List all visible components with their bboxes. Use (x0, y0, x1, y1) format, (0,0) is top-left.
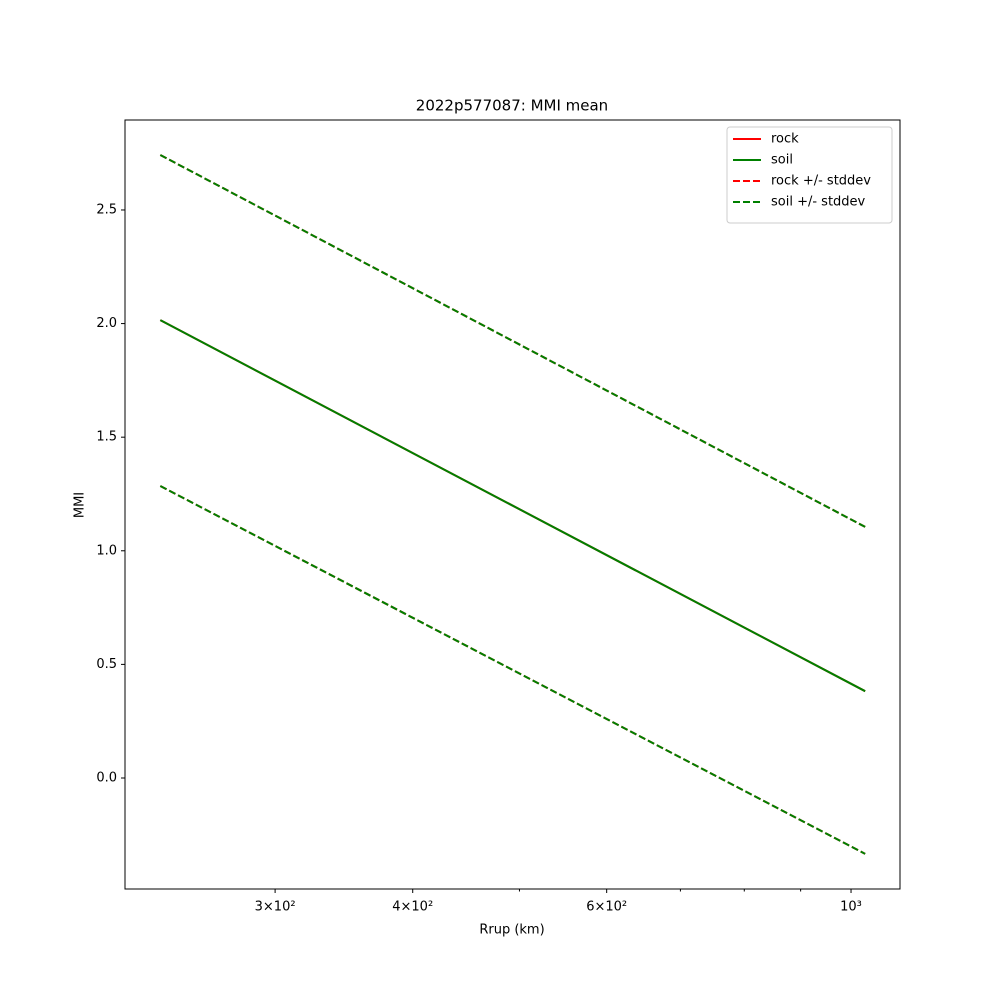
legend-label: rock (771, 132, 799, 147)
y-tick-label: 2.0 (96, 316, 117, 331)
plot-frame (124, 119, 901, 890)
y-tick-label: 0.0 (96, 770, 117, 785)
y-tick-label: 1.0 (96, 543, 117, 558)
series-line (159, 319, 866, 693)
legend-box (726, 126, 893, 224)
y-tick-label: 0.5 (96, 657, 117, 672)
series-line (159, 485, 866, 855)
y-tick-label: 1.5 (96, 430, 117, 445)
x-tick-label: 4×10² (392, 900, 433, 915)
legend-label: soil (771, 153, 793, 168)
x-tick-label: 6×10² (586, 900, 627, 915)
legend-label: soil +/- stddev (771, 195, 866, 210)
y-axis-label: MMI (73, 492, 88, 518)
legend: rock soil rock +/- stddev soil +/- stddev (726, 126, 893, 224)
x-tick-label: 3×10² (255, 900, 296, 915)
legend-label: rock +/- stddev (771, 174, 871, 189)
y-tick-label: 2.5 (96, 202, 117, 217)
series-line (159, 154, 866, 528)
chart-title: 2022p577087: MMI mean (416, 97, 608, 115)
x-tick-label: 10³ (840, 900, 862, 915)
x-axis-label: Rrup (km) (479, 923, 544, 938)
